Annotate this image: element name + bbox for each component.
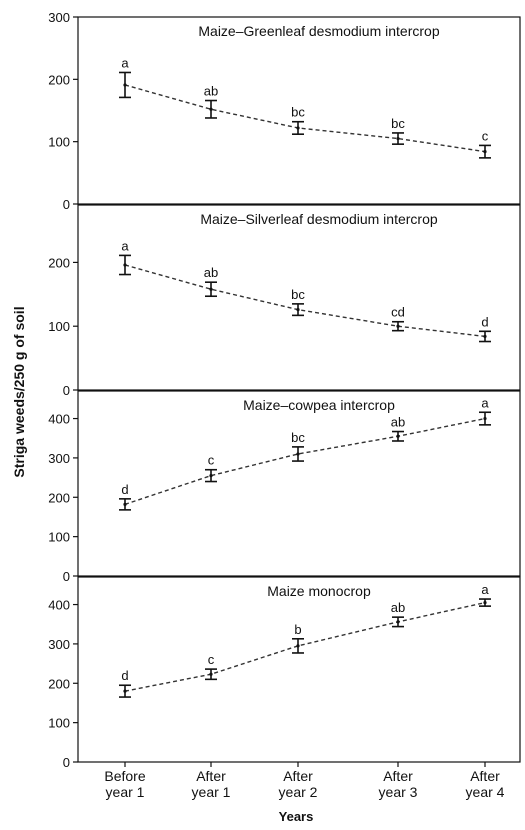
significance-letter: bc bbox=[291, 105, 305, 120]
x-tick-label-line: year 1 bbox=[192, 784, 231, 800]
significance-letter: a bbox=[481, 395, 489, 410]
y-tick-label: 300 bbox=[48, 637, 70, 652]
data-point bbox=[296, 452, 300, 456]
significance-letter: ab bbox=[204, 84, 218, 99]
significance-letter: ab bbox=[391, 415, 405, 430]
panel-frame bbox=[77, 576, 521, 763]
y-axis-label: Striga weeds/250 g of soil bbox=[11, 306, 27, 477]
panel-title: Maize–cowpea intercrop bbox=[243, 397, 395, 413]
y-tick-label: 0 bbox=[63, 383, 70, 398]
panel-frame bbox=[77, 390, 521, 577]
significance-letter: ab bbox=[391, 600, 405, 615]
data-point bbox=[396, 324, 400, 328]
data-point bbox=[483, 416, 487, 421]
significance-letter: cd bbox=[391, 305, 405, 320]
significance-letter: c bbox=[482, 128, 489, 143]
x-tick-label: After year 1 bbox=[192, 768, 231, 800]
y-tick-label: 100 bbox=[48, 716, 70, 731]
y-tick-label: 200 bbox=[48, 72, 70, 87]
x-tick-label-line: After bbox=[196, 768, 226, 784]
y-tick-label: 200 bbox=[48, 676, 70, 691]
significance-letter: a bbox=[121, 238, 129, 253]
significance-letter: b bbox=[294, 622, 301, 637]
y-tick-label: 400 bbox=[48, 598, 70, 613]
data-point bbox=[483, 600, 487, 605]
panel-frame bbox=[77, 16, 521, 205]
data-point bbox=[396, 620, 400, 624]
panel-frame bbox=[77, 204, 521, 391]
significance-letter: d bbox=[121, 482, 128, 497]
data-point bbox=[123, 83, 127, 87]
x-tick-label-line: year 3 bbox=[379, 784, 418, 800]
x-tick-label-line: year 2 bbox=[279, 784, 318, 800]
series-line bbox=[124, 601, 486, 692]
data-point bbox=[209, 287, 213, 291]
significance-letter: c bbox=[208, 652, 215, 667]
data-point bbox=[296, 126, 300, 130]
x-tick-label-line: After bbox=[283, 768, 313, 784]
y-tick-label: 100 bbox=[48, 530, 70, 545]
plot-panels: 0 100 200 300 Maize–Greenleaf desmodium inte… bbox=[48, 10, 521, 800]
y-tick-label: 200 bbox=[48, 490, 70, 505]
y-tick-label: 100 bbox=[48, 319, 70, 334]
data-point bbox=[209, 672, 213, 676]
x-tick-label-line: After bbox=[383, 768, 413, 784]
significance-letter: bc bbox=[291, 430, 305, 445]
x-tick-label: Before year 1 bbox=[104, 768, 145, 800]
data-point bbox=[123, 263, 127, 267]
y-tick-label: 400 bbox=[48, 412, 70, 427]
panel-title: Maize–Silverleaf desmodium intercrop bbox=[200, 211, 438, 227]
significance-letter: bc bbox=[391, 116, 405, 131]
x-tick-label-line: After bbox=[470, 768, 500, 784]
y-tick-label: 100 bbox=[48, 135, 70, 150]
data-point bbox=[123, 502, 127, 506]
data-point bbox=[209, 107, 213, 111]
y-tick-label: 300 bbox=[48, 451, 70, 466]
panel-title: Maize–Greenleaf desmodium intercrop bbox=[198, 23, 439, 39]
x-tick-label-line: Before bbox=[104, 768, 145, 784]
data-point bbox=[396, 136, 400, 141]
x-tick-label-line: year 4 bbox=[466, 784, 505, 800]
data-point bbox=[209, 474, 213, 478]
y-tick-label: 0 bbox=[63, 569, 70, 584]
x-axis-label: Years bbox=[279, 809, 314, 824]
data-point bbox=[396, 434, 400, 438]
panel-title: Maize monocrop bbox=[267, 583, 371, 599]
data-point bbox=[296, 644, 300, 648]
x-tick-label: After year 3 bbox=[379, 768, 418, 800]
significance-letter: ab bbox=[204, 265, 218, 280]
significance-letter: d bbox=[121, 668, 128, 683]
significance-letter: c bbox=[208, 453, 215, 468]
series-line bbox=[124, 417, 486, 506]
data-point bbox=[483, 150, 487, 154]
significance-letter: a bbox=[121, 55, 129, 70]
x-tick-label: After year 4 bbox=[466, 768, 505, 800]
significance-letter: d bbox=[481, 314, 488, 329]
significance-letter: a bbox=[481, 582, 489, 597]
x-tick-label: After year 2 bbox=[279, 768, 318, 800]
significance-letter: bc bbox=[291, 287, 305, 302]
data-point bbox=[483, 334, 487, 339]
y-tick-label: 0 bbox=[63, 755, 70, 770]
data-point bbox=[123, 689, 127, 693]
x-tick-label-line: year 1 bbox=[106, 784, 145, 800]
y-tick-label: 200 bbox=[48, 255, 70, 270]
y-tick-label: 300 bbox=[48, 10, 70, 25]
y-tick-label: 0 bbox=[63, 197, 70, 212]
data-point bbox=[296, 308, 300, 312]
